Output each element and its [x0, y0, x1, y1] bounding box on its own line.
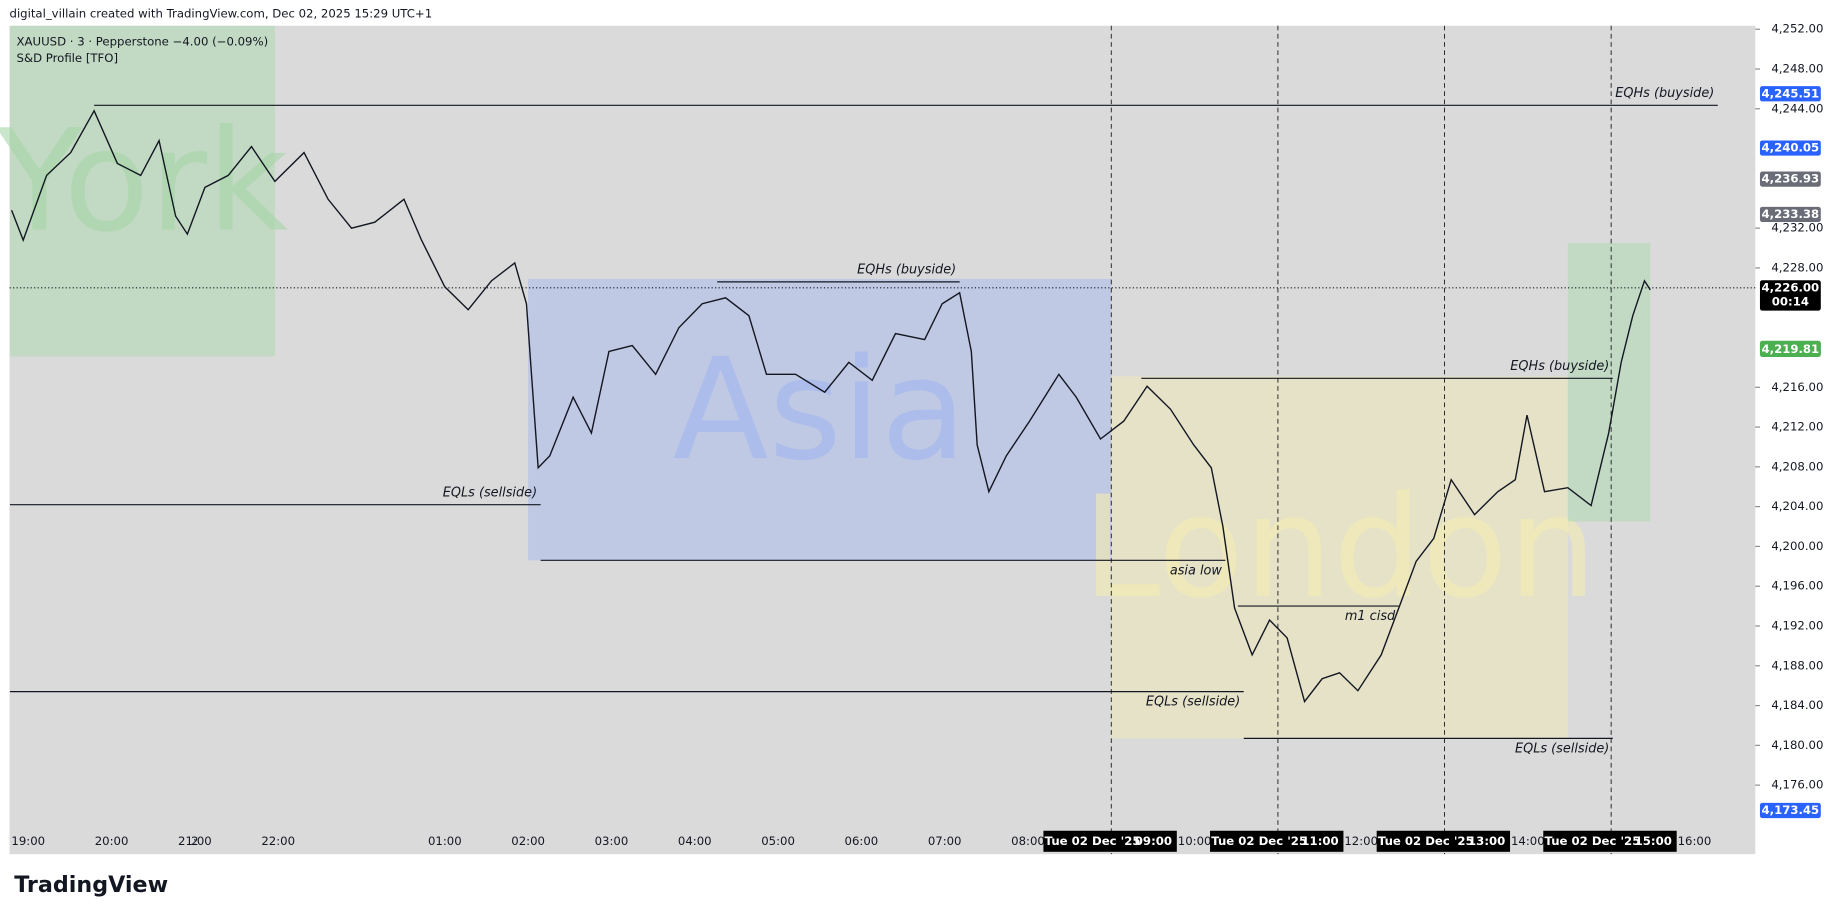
price-label-box [1759, 86, 1821, 102]
price-label: 4,240.05 [1762, 141, 1820, 155]
countdown: 00:14 [1772, 294, 1809, 308]
x-tick-label: 19:00 [11, 834, 45, 848]
level-label: asia low [1170, 563, 1223, 578]
time-label-time: 13:00 [1468, 834, 1505, 848]
x-tick-label: 03:00 [595, 834, 629, 848]
x-tick-label: 20:00 [95, 834, 129, 848]
x-tick-label: 06:00 [845, 834, 879, 848]
y-tick-label: 4,248.00 [1771, 62, 1823, 76]
level-label: EQHs (buyside) [1510, 359, 1609, 374]
session-box [528, 278, 1112, 561]
plot-area [9, 25, 1756, 855]
level-label: EQLs (sellside) [1515, 741, 1609, 756]
session-label: Asia [673, 329, 967, 492]
y-tick-label: 4,180.00 [1771, 738, 1823, 752]
y-tick-label: 4,204.00 [1771, 499, 1823, 513]
price-label-box [1759, 140, 1821, 156]
time-label-time: 11:00 [1301, 834, 1338, 848]
session-box [9, 25, 275, 357]
y-tick-label: 4,252.00 [1771, 22, 1823, 36]
time-label-box [1543, 830, 1677, 852]
session-box [1567, 243, 1651, 522]
y-tick-label: 4,188.00 [1771, 658, 1823, 672]
x-tick-label: 22:00 [261, 834, 295, 848]
y-tick-label: 4,212.00 [1771, 420, 1823, 434]
x-tick-label: 2 [191, 834, 198, 848]
level-label: EQHs (buyside) [1615, 86, 1714, 101]
level-label: EQHs (buyside) [857, 263, 956, 278]
y-tick-label: 4,192.00 [1771, 618, 1823, 632]
legend-line: S&D Profile [TFO] [17, 51, 118, 65]
price-label: 4,226.00 [1762, 280, 1820, 294]
time-label-date: Tue 02 Dec '25 [1545, 834, 1641, 848]
x-tick-label: 07:00 [928, 834, 962, 848]
y-tick-label: 4,228.00 [1771, 260, 1823, 274]
level-label: m1 cisd [1345, 609, 1396, 624]
legend-line: XAUUSD · 3 · Pepperstone −4.00 (−0.09%) [17, 35, 269, 49]
y-tick-label: 4,216.00 [1771, 380, 1823, 394]
x-tick-label: 14:00 [1511, 834, 1545, 848]
y-tick-label: 4,244.00 [1771, 101, 1823, 115]
footer-logo: TradingView [14, 872, 168, 898]
time-label-time: 15:00 [1635, 834, 1672, 848]
y-tick-label: 4,200.00 [1771, 539, 1823, 553]
y-tick-label: 4,176.00 [1771, 778, 1823, 792]
level-label: EQLs (sellside) [1146, 695, 1240, 710]
x-tick-label: 12:00 [1344, 834, 1378, 848]
x-tick-label: 16:00 [1678, 834, 1712, 848]
price-label-box [1759, 206, 1821, 223]
price-label-box [1759, 802, 1821, 819]
x-tick-label: 08:00 [1011, 834, 1045, 848]
level-label: EQLs (sellside) [443, 485, 537, 500]
price-label-box [1759, 280, 1821, 311]
time-label-date: Tue 02 Dec '25 [1045, 834, 1141, 848]
price-label: 4,173.45 [1762, 803, 1820, 817]
price-label-box [1759, 171, 1821, 187]
x-tick-label: 02:00 [511, 834, 545, 848]
x-tick-label: 05:00 [761, 834, 795, 848]
y-tick-label: 4,196.00 [1771, 579, 1823, 593]
session-label: London [1082, 467, 1597, 630]
price-label-box [1759, 341, 1821, 357]
header: digital_villain created with TradingView… [10, 7, 433, 21]
x-tick-label: 10:00 [1178, 834, 1212, 848]
x-tick-label: 04:00 [678, 834, 712, 848]
time-label-box [1376, 830, 1511, 852]
x-tick-label: 01:00 [428, 834, 462, 848]
y-tick-label: 4,208.00 [1771, 459, 1823, 473]
price-label: 4,233.38 [1762, 207, 1820, 221]
price-label: 4,219.81 [1762, 342, 1820, 356]
session-label: York [0, 101, 288, 264]
time-label-box [1043, 830, 1177, 852]
time-label-date: Tue 02 Dec '25 [1211, 834, 1307, 848]
x-tick-label: 21:00 [178, 834, 212, 848]
y-tick-label: 4,232.00 [1771, 221, 1823, 235]
time-label-time: 09:00 [1135, 834, 1172, 848]
price-line [10, 109, 1651, 704]
time-label-box [1210, 830, 1344, 852]
time-label-date: Tue 02 Dec '25 [1378, 834, 1474, 848]
session-box [1111, 376, 1568, 739]
y-tick-label: 4,184.00 [1771, 698, 1823, 712]
price-label: 4,245.51 [1762, 86, 1820, 100]
price-label: 4,236.93 [1762, 172, 1820, 186]
